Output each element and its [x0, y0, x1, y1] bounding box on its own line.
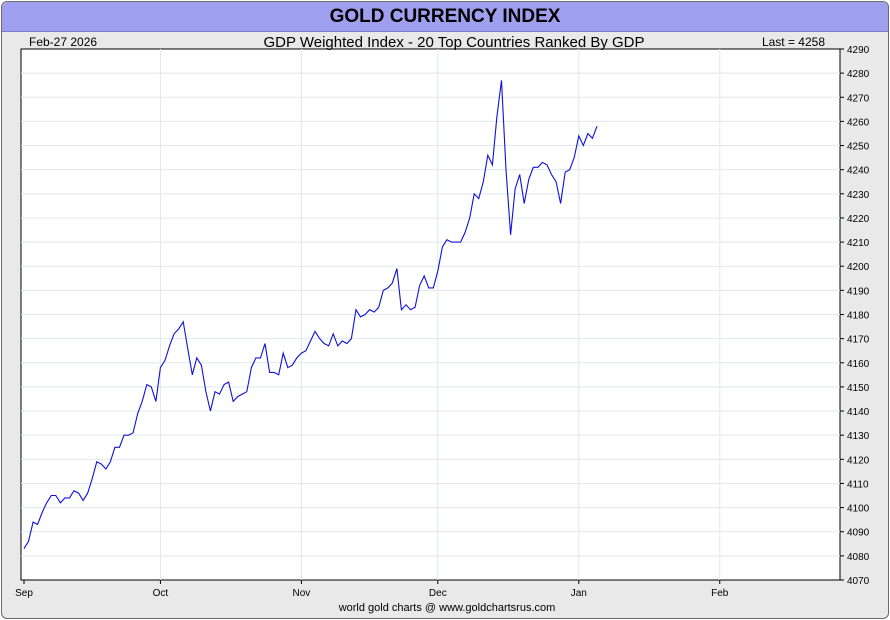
chart-subtitle: GDP Weighted Index - 20 Top Countries Ra…: [263, 34, 644, 51]
y-tick-label: 4280: [847, 69, 870, 80]
y-tick-label: 4260: [847, 117, 870, 128]
x-tick-label: Jan: [571, 588, 587, 599]
y-tick-label: 4170: [847, 335, 870, 346]
y-tick-label: 4180: [847, 311, 870, 322]
y-tick-label: 4230: [847, 190, 870, 201]
footer-credit: world gold charts @ www.goldchartsrus.co…: [338, 602, 556, 614]
x-tick-label: Sep: [15, 588, 33, 599]
y-tick-label: 4070: [847, 576, 870, 587]
chart-title-bar: GOLD CURRENCY INDEX: [2, 2, 888, 32]
last-value-label: Last = 4258: [762, 35, 825, 49]
y-tick-label: 4270: [847, 93, 870, 104]
y-tick-label: 4120: [847, 455, 870, 466]
y-tick-label: 4080: [847, 552, 870, 563]
y-tick-label: 4110: [847, 479, 869, 490]
y-tick-label: 4250: [847, 142, 870, 153]
y-tick-label: 4150: [847, 383, 870, 394]
y-tick-label: 4190: [847, 286, 870, 297]
y-tick-label: 4130: [847, 431, 870, 442]
date-label: Feb-27 2026: [29, 35, 97, 49]
x-tick-label: Oct: [153, 588, 169, 599]
x-tick-label: Dec: [429, 588, 447, 599]
x-tick-label: Feb: [711, 588, 729, 599]
gold-index-line: [23, 80, 598, 549]
y-tick-label: 4200: [847, 262, 870, 273]
y-tick-label: 4240: [847, 166, 870, 177]
y-tick-label: 4090: [847, 528, 870, 539]
chart-title: GOLD CURRENCY INDEX: [329, 6, 561, 27]
x-tick-label: Nov: [292, 588, 310, 599]
y-tick-label: 4140: [847, 407, 870, 418]
y-tick-label: 4100: [847, 504, 870, 515]
y-tick-label: 4160: [847, 359, 870, 370]
y-tick-label: 4220: [847, 214, 870, 225]
y-tick-label: 4210: [847, 238, 870, 249]
y-tick-label: 4290: [847, 45, 870, 56]
